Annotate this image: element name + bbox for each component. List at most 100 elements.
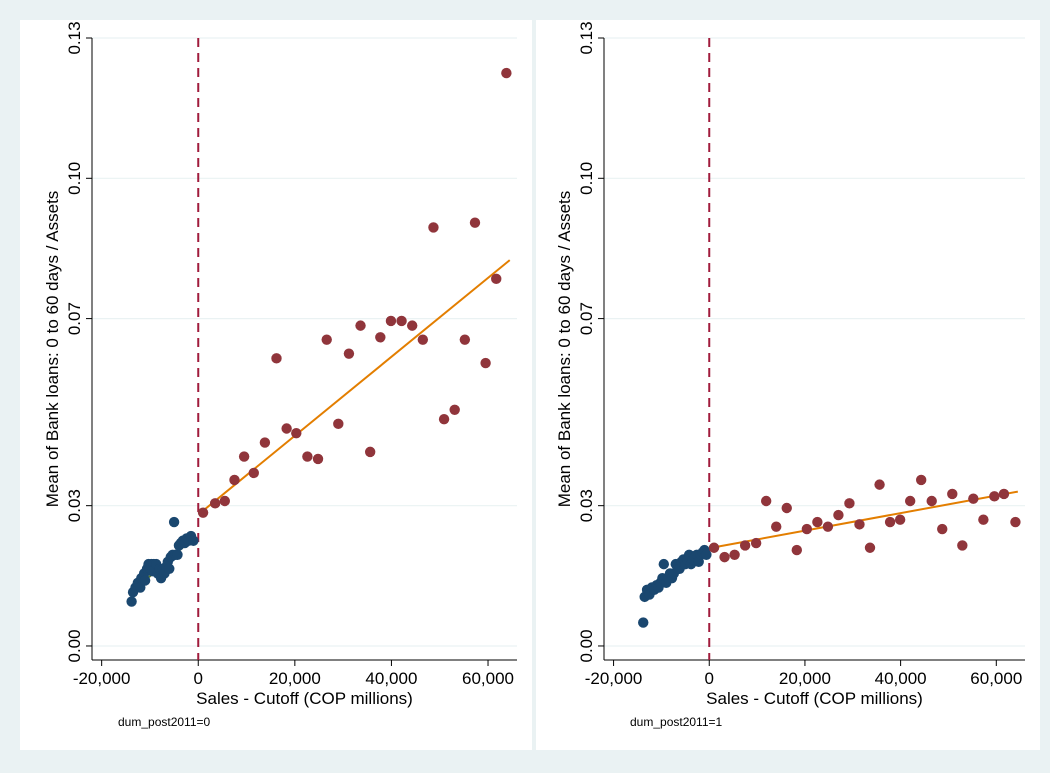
x-tick-label: 40,000 xyxy=(365,669,417,688)
data-point-right xyxy=(385,315,397,327)
y-tick-label: 0.07 xyxy=(65,302,84,335)
data-point-right xyxy=(708,542,720,553)
y-tick-label: 0.13 xyxy=(65,21,84,54)
axis-ticks: -20,000 0 20,000 40,000 60,000 0.00 0.03 0.07 0.… xyxy=(577,21,1022,688)
data-point-right xyxy=(833,509,844,521)
data-point-right xyxy=(771,521,782,532)
x-tick-label: -20,000 xyxy=(73,669,131,688)
data-point-right xyxy=(209,498,221,509)
data-point-right xyxy=(729,549,740,560)
data-point-left xyxy=(139,575,151,586)
data-point-right xyxy=(781,502,792,514)
data-point-right xyxy=(750,537,762,549)
data-point-right xyxy=(978,514,989,525)
scatter-points xyxy=(638,474,1021,628)
data-point-left xyxy=(164,563,175,575)
scatter-points xyxy=(126,67,512,607)
x-tick-label: 20,000 xyxy=(269,669,321,688)
panel-background-right xyxy=(536,20,1040,750)
data-point-right xyxy=(375,332,386,343)
fit-line-right xyxy=(711,490,1019,549)
data-point-left xyxy=(172,549,183,560)
data-point-right xyxy=(291,427,302,439)
data-point-right xyxy=(197,507,209,518)
data-point-right xyxy=(302,451,313,462)
data-point-right xyxy=(417,334,429,345)
y-axis-label: Mean of Bank loans: 0 to 60 days / Asset… xyxy=(43,191,62,508)
data-point-right xyxy=(1010,516,1021,528)
x-tick-label: 0 xyxy=(705,669,714,688)
scatter-panel-left: -20,000 0 20,000 40,000 60,000 0.00 0.03 0.07 0.… xyxy=(43,21,517,729)
data-point-right xyxy=(459,334,471,345)
data-point-right xyxy=(229,474,240,486)
data-point-right xyxy=(998,488,1010,500)
data-point-right xyxy=(894,514,906,525)
data-point-right xyxy=(884,516,896,528)
data-point-right xyxy=(760,495,772,507)
x-tick-label: 20,000 xyxy=(779,669,831,688)
data-point-left xyxy=(126,596,137,607)
data-point-right xyxy=(926,495,937,507)
panel-subtitle: dum_post2011=0 xyxy=(118,715,211,729)
y-tick-label: 0.00 xyxy=(577,629,596,662)
x-axis-label: Sales - Cutoff (COP millions) xyxy=(706,689,923,708)
scatter-panel-right: -20,000 0 20,000 40,000 60,000 0.00 0.03 0.07 0.… xyxy=(555,21,1025,729)
data-point-right xyxy=(957,540,968,551)
x-tick-label: -20,000 xyxy=(585,669,643,688)
data-point-right xyxy=(739,540,751,551)
data-point-right xyxy=(791,544,802,556)
data-point-right xyxy=(937,523,948,535)
data-point-right xyxy=(321,334,332,345)
data-point-right xyxy=(396,315,407,327)
data-point-right xyxy=(469,217,481,228)
data-point-right xyxy=(428,222,439,233)
data-point-left xyxy=(188,535,199,546)
data-point-right xyxy=(219,495,231,507)
data-point-right xyxy=(844,498,855,509)
data-point-right xyxy=(259,437,271,448)
data-point-right xyxy=(281,423,292,434)
data-point-right xyxy=(801,523,813,535)
data-point-right xyxy=(947,488,958,500)
data-point-right xyxy=(406,320,418,331)
data-point-right xyxy=(812,516,823,528)
data-point-left xyxy=(638,617,649,628)
data-point-right xyxy=(904,495,916,507)
data-point-right xyxy=(480,357,491,369)
data-point-right xyxy=(238,451,250,462)
data-point-right xyxy=(915,474,927,486)
y-tick-label: 0.13 xyxy=(577,21,596,54)
x-axis-label: Sales - Cutoff (COP millions) xyxy=(196,689,413,708)
data-point-right xyxy=(491,273,502,285)
data-point-right xyxy=(333,418,344,430)
y-tick-label: 0.10 xyxy=(65,162,84,195)
data-point-left xyxy=(701,549,712,560)
data-point-right xyxy=(355,320,366,331)
data-point-right xyxy=(271,353,282,364)
data-point-right xyxy=(449,404,460,415)
data-point-left xyxy=(658,558,670,570)
panel-subtitle: dum_post2011=1 xyxy=(630,715,723,729)
data-point-right xyxy=(822,521,834,532)
data-point-right xyxy=(364,446,376,458)
data-point-right xyxy=(968,493,979,504)
data-point-right xyxy=(989,491,1000,502)
data-point-right xyxy=(438,413,450,425)
data-point-right xyxy=(854,519,865,530)
data-point-right xyxy=(864,542,876,553)
x-tick-label: 60,000 xyxy=(462,669,514,688)
grid-lines xyxy=(92,37,517,647)
y-tick-label: 0.07 xyxy=(577,302,596,335)
y-tick-label: 0.00 xyxy=(65,629,84,662)
x-tick-label: 60,000 xyxy=(970,669,1022,688)
y-tick-label: 0.10 xyxy=(577,162,596,195)
y-tick-label: 0.03 xyxy=(65,489,84,522)
data-point-right xyxy=(874,479,885,490)
y-axis-label: Mean of Bank loans: 0 to 60 days / Asset… xyxy=(555,191,574,508)
panel-background-left xyxy=(20,20,532,750)
data-point-right xyxy=(719,551,730,563)
data-point-right xyxy=(501,67,512,79)
data-point-right xyxy=(343,348,355,359)
